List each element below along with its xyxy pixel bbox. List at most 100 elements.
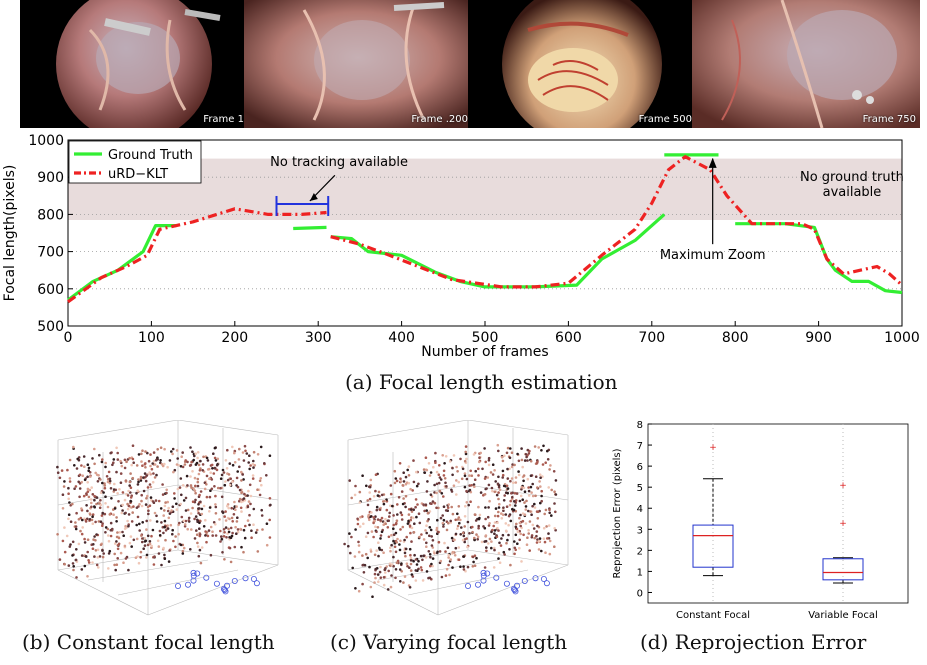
cloud-point — [139, 479, 143, 482]
cloud-point — [387, 535, 391, 539]
cloud-point — [138, 503, 141, 506]
grid-line — [147, 564, 279, 616]
cloud-point — [148, 483, 152, 486]
cloud-point — [477, 517, 481, 521]
cloud-point — [410, 526, 414, 530]
cloud-point — [243, 444, 247, 448]
cloud-point — [242, 550, 245, 554]
cloud-point — [56, 533, 59, 536]
cloud-point — [219, 540, 222, 543]
cloud-point — [216, 486, 220, 490]
cloud-point — [369, 585, 373, 589]
cloud-point — [196, 477, 200, 481]
cloud-point — [218, 518, 221, 521]
endoscopic-frame-200 — [244, 0, 472, 128]
cloud-point — [415, 563, 419, 566]
cloud-point — [167, 516, 171, 520]
cloud-point — [438, 550, 442, 553]
cloud-point — [129, 535, 133, 538]
cloud-point — [93, 462, 96, 466]
cloud-point — [449, 558, 452, 561]
cloud-point — [112, 513, 115, 516]
cloud-point — [119, 481, 123, 484]
cloud-point — [67, 492, 70, 495]
cloud-point — [189, 512, 193, 515]
cloud-point — [194, 515, 198, 518]
cloud-point — [500, 455, 504, 459]
cloud-point — [538, 537, 542, 540]
x-tick-label: 1000 — [884, 330, 920, 346]
cloud-point — [478, 456, 481, 459]
cloud-point — [130, 463, 133, 467]
max-zoom-arrowhead — [708, 157, 717, 168]
cloud-point — [161, 483, 164, 486]
cloud-point — [497, 506, 501, 509]
cloud-point — [373, 581, 376, 584]
camera-position — [521, 577, 528, 584]
cloud-point — [143, 537, 147, 540]
cloud-point — [426, 511, 430, 515]
cloud-point — [83, 465, 86, 468]
cloud-point — [132, 538, 136, 542]
cloud-point — [236, 530, 240, 534]
cloud-point — [463, 459, 467, 463]
cloud-point — [395, 541, 398, 544]
cloud-point — [233, 461, 237, 464]
cloud-point — [429, 555, 432, 559]
cloud-point — [457, 480, 460, 484]
grid-line — [57, 569, 149, 616]
cloud-point — [547, 532, 550, 535]
cloud-point — [469, 490, 473, 494]
cloud-point — [446, 506, 450, 509]
cloud-point — [347, 544, 350, 548]
cloud-point — [123, 527, 127, 530]
cloud-point — [464, 452, 468, 456]
cloud-point — [447, 556, 450, 559]
cloud-point — [442, 518, 446, 522]
cloud-point — [447, 521, 450, 525]
cloud-point — [135, 523, 138, 527]
cloud-point — [388, 515, 391, 518]
cloud-point — [550, 488, 553, 492]
cloud-point — [473, 538, 476, 542]
cloud-point — [442, 495, 445, 498]
cloud-point — [126, 519, 129, 523]
cloud-point — [131, 457, 135, 461]
cloud-point — [202, 504, 206, 508]
cloud-point — [473, 485, 476, 488]
cloud-point — [394, 531, 398, 535]
cloud-point — [493, 546, 496, 550]
cloud-point — [101, 458, 104, 461]
cloud-point — [207, 529, 211, 532]
cloud-point — [155, 514, 158, 518]
cloud-point — [252, 523, 255, 526]
cloud-point — [376, 573, 380, 576]
cloud-point — [471, 555, 475, 559]
cloud-point — [204, 530, 207, 533]
cloud-point — [427, 462, 431, 465]
cloud-point — [525, 499, 528, 503]
cloud-point — [146, 494, 149, 498]
cloud-point — [508, 467, 511, 471]
cloud-point — [430, 535, 433, 538]
cloud-point — [368, 485, 371, 488]
cloud-point — [409, 556, 413, 560]
cloud-point — [380, 493, 384, 497]
cloud-point — [229, 477, 232, 480]
cloud-point — [415, 470, 418, 474]
cloud-point — [533, 502, 536, 506]
cloud-point — [167, 506, 170, 510]
cloud-point — [214, 459, 218, 462]
cloud-point — [213, 446, 217, 450]
frame-label: Frame 750 — [862, 114, 916, 125]
cloud-point — [431, 539, 435, 542]
y-tick-label: 800 — [37, 207, 64, 223]
cloud-point — [253, 464, 257, 467]
cloud-point — [238, 497, 242, 501]
cloud-point — [130, 545, 133, 548]
cloud-point — [412, 508, 415, 511]
cloud-point — [235, 505, 238, 508]
cloud-point — [470, 474, 474, 477]
cloud-point — [165, 488, 168, 492]
cloud-point — [493, 548, 496, 552]
